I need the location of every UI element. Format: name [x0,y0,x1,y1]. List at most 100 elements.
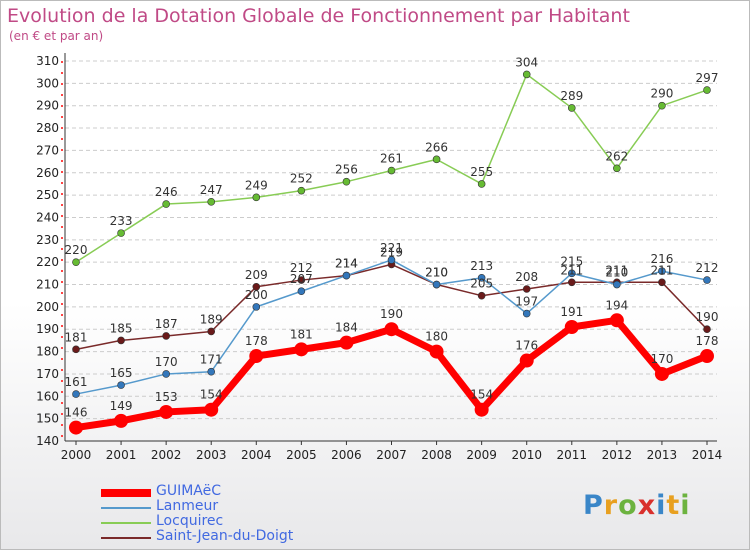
y-tick-label: 250 [36,188,59,202]
point-saint-jean-du-doigt [72,345,80,354]
y-tick-label: 220 [36,255,59,269]
value-label: 215 [560,254,583,268]
point-saint-jean-du-doigt [162,332,170,340]
x-tick-label: 2005 [286,448,317,462]
point-locquirec [297,186,306,195]
point-lanmeur [297,287,306,296]
value-label: 210 [425,266,448,280]
y-tick-label: 160 [36,389,59,403]
value-label: 214 [335,257,358,271]
legend-swatch [101,489,151,497]
y-tick-label: 290 [36,99,59,113]
value-label: 256 [335,163,358,177]
value-label: 170 [155,355,178,369]
y-tick-label: 210 [36,278,59,292]
point-locquirec [613,164,621,173]
point-locquirec [387,166,396,175]
point-locquirec [252,193,261,202]
point-locquirec [207,198,216,206]
value-label: 221 [380,241,403,255]
point-lanmeur [387,256,396,264]
chart-subtitle: (en € et par an) [9,29,104,43]
point-locquirec [342,177,351,186]
axes: 140 150 160 170 180 190 200 210 220 230 240 250 260 2… [36,53,722,462]
point-lanmeur [162,370,170,378]
legend-label: Lanmeur [156,498,219,514]
point-lanmeur [72,390,80,398]
value-label: 178 [245,334,268,348]
legend-swatch [101,507,151,509]
point-guima-c [69,420,83,435]
y-tick-label: 280 [36,121,59,135]
y-tick-label: 190 [36,322,59,336]
value-label: 261 [380,152,403,166]
x-tick-label: 2000 [61,448,92,462]
point-guima-c [609,313,624,328]
x-tick-label: 2007 [376,448,407,462]
value-label: 170 [650,352,673,366]
x-tick-label: 2006 [331,448,362,462]
point-lanmeur [613,280,621,289]
x-tick-label: 2010 [511,448,542,462]
value-label: 205 [470,277,493,291]
point-locquirec [703,86,711,94]
value-label: 194 [605,298,628,312]
point-saint-jean-du-doigt [703,325,711,334]
point-guima-c [159,404,174,419]
value-label: 297 [696,71,719,85]
value-label: 220 [65,243,88,257]
x-tick-label: 2003 [196,448,227,462]
y-tick-label: 170 [36,367,59,381]
value-label: 184 [335,321,358,335]
value-label: 262 [605,149,628,163]
point-saint-jean-du-doigt [477,291,486,300]
value-label: 219 [380,245,403,259]
data-labels: 220 233 246 247 249 252 256 261 266 255 304 289 262 2… [65,55,719,419]
point-lanmeur [703,276,711,284]
point-locquirec [477,180,486,188]
point-lanmeur [658,267,666,275]
value-label: 266 [425,140,448,154]
value-label: 211 [560,263,583,277]
x-tick-label: 2012 [602,448,633,462]
point-lanmeur [117,381,125,389]
value-label: 153 [155,390,178,404]
point-lanmeur [207,367,216,376]
value-label: 216 [650,252,673,266]
point-locquirec [72,258,80,266]
legend-swatch [101,522,151,524]
point-guima-c [700,349,714,364]
value-label: 189 [200,312,223,326]
value-label: 165 [110,366,133,380]
point-guima-c [429,344,444,359]
value-label: 146 [65,406,88,420]
value-label: 208 [515,270,538,284]
point-locquirec [567,104,576,112]
x-tick-label: 2004 [241,448,272,462]
point-guima-c [474,402,489,417]
x-tick-label: 2008 [421,448,452,462]
value-label: 289 [560,89,583,103]
value-label: 154 [200,388,223,402]
x-tick-label: 2013 [647,448,678,462]
series-group [69,70,714,435]
value-label: 209 [245,268,268,282]
point-guima-c [294,342,309,357]
point-saint-jean-du-doigt [567,278,576,287]
value-label: 255 [470,165,493,179]
legend-label: Locquirec [156,513,224,529]
point-locquirec [162,200,170,208]
value-label: 214 [335,257,358,271]
x-tick-label: 2001 [106,448,137,462]
proxiti-logo: Proxiti [583,490,691,521]
value-label: 178 [696,334,719,348]
value-label: 233 [110,214,133,228]
value-label: 185 [110,321,133,335]
point-lanmeur [432,280,441,289]
value-label: 212 [696,261,719,275]
x-tick-label: 2009 [466,448,497,462]
point-locquirec [117,229,125,237]
y-tick-label: 150 [36,412,59,426]
